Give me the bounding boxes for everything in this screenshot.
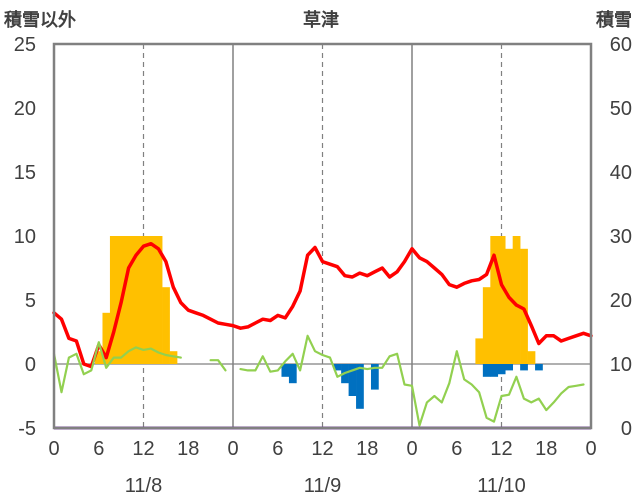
right-axis-title: 積雪 bbox=[595, 9, 632, 30]
x-tick-label: 18 bbox=[356, 438, 378, 460]
snowfall-bar bbox=[475, 338, 484, 364]
plot-frame bbox=[52, 42, 593, 430]
precip-bar bbox=[482, 364, 491, 377]
day-label: 11/8 bbox=[125, 475, 162, 497]
right-tick-label: 60 bbox=[610, 34, 632, 56]
snowfall-bar bbox=[154, 236, 163, 364]
precip-bar bbox=[520, 364, 528, 371]
x-tick-label: 6 bbox=[272, 438, 283, 460]
precip-bar bbox=[356, 364, 364, 409]
x-tick-label: 0 bbox=[585, 438, 596, 460]
precip-bar bbox=[288, 364, 297, 384]
precip-bar bbox=[497, 364, 506, 375]
precip-bar bbox=[348, 364, 357, 396]
x-tick-label: 12 bbox=[311, 438, 333, 460]
day-label: 11/9 bbox=[304, 475, 341, 497]
x-tick-label: 6 bbox=[451, 438, 462, 460]
x-tick-label: 0 bbox=[406, 438, 417, 460]
grid-lines bbox=[142, 44, 503, 428]
snowfall-bar bbox=[162, 287, 170, 364]
precip-bar bbox=[490, 364, 499, 377]
x-tick-label: 18 bbox=[177, 438, 199, 460]
right-tick-label: 20 bbox=[610, 290, 632, 312]
left-tick-label: 5 bbox=[25, 290, 36, 312]
snowfall-bar bbox=[132, 236, 141, 364]
wind-line bbox=[209, 359, 227, 372]
wind-line bbox=[52, 341, 182, 394]
snowfall-bar bbox=[124, 236, 133, 364]
snowfall-bar bbox=[139, 236, 148, 364]
left-tick-label: 15 bbox=[14, 162, 36, 184]
x-axis-labels: 0 6 12 18 0 6 12 18 0 6 12 18 0 11/8 11/9 11/10 bbox=[48, 438, 596, 497]
snowfall-bar bbox=[527, 351, 536, 364]
snowfall-bar bbox=[497, 236, 506, 364]
day-label: 11/10 bbox=[477, 475, 526, 497]
precip-bar bbox=[281, 364, 290, 377]
snowfall-bar bbox=[102, 312, 111, 364]
x-tick-label: 0 bbox=[227, 438, 238, 460]
snowfall-bar bbox=[512, 236, 521, 364]
temperature-line bbox=[52, 241, 593, 369]
right-tick-label: 10 bbox=[610, 354, 632, 376]
snowfall-bar bbox=[147, 236, 155, 364]
snowfall-bar bbox=[109, 236, 118, 364]
precip-bar bbox=[370, 364, 379, 390]
precip-bar bbox=[333, 364, 342, 371]
x-tick-label: 18 bbox=[535, 438, 557, 460]
x-tick-label: 12 bbox=[132, 438, 154, 460]
snowfall-bar bbox=[505, 248, 513, 364]
snowfall-bar bbox=[95, 351, 103, 364]
wind-line bbox=[239, 334, 585, 427]
left-axis-title: 積雪以外 bbox=[3, 9, 76, 30]
left-tick-label: 25 bbox=[14, 34, 36, 56]
x-tick-label: 12 bbox=[490, 438, 512, 460]
left-tick-label: -5 bbox=[18, 418, 36, 440]
right-tick-label: 0 bbox=[621, 418, 632, 440]
snowfall-bar bbox=[482, 287, 491, 364]
snowfall-bar bbox=[520, 248, 528, 364]
bar-series bbox=[95, 236, 543, 409]
x-tick-label: 0 bbox=[48, 438, 59, 460]
precip-bar bbox=[535, 364, 543, 371]
x-tick-label: 6 bbox=[93, 438, 104, 460]
right-tick-label: 50 bbox=[610, 98, 632, 120]
right-tick-label: 30 bbox=[610, 226, 632, 248]
left-tick-label: 10 bbox=[14, 226, 36, 248]
left-axis-labels: -5 0 5 10 15 20 25 bbox=[14, 34, 36, 440]
chart-title: 草津 bbox=[303, 9, 339, 30]
right-axis-labels: 0 10 20 30 40 50 60 bbox=[610, 34, 632, 440]
left-tick-label: 20 bbox=[14, 98, 36, 120]
left-tick-label: 0 bbox=[25, 354, 36, 376]
snowfall-bar bbox=[169, 351, 178, 364]
precip-bar bbox=[505, 364, 513, 371]
right-tick-label: 40 bbox=[610, 162, 632, 184]
snowfall-bar bbox=[490, 236, 499, 364]
